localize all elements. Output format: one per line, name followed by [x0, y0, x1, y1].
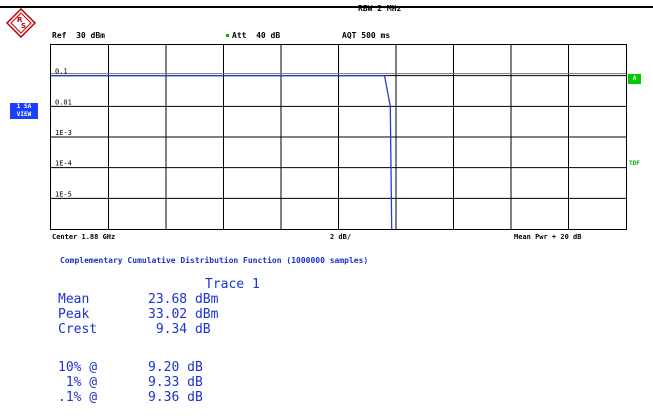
ccdf-title: Complementary Cumulative Distribution Fu…: [60, 256, 369, 265]
stat-value: 9.34 dB: [148, 322, 211, 337]
division-label: 2 dB/: [330, 233, 352, 241]
percent-value: 9.33 dB: [148, 375, 203, 390]
stat-label: Mean: [58, 292, 90, 307]
mean-power-label: Mean Pwr + 20 dB: [514, 233, 582, 241]
stat-value: 33.02 dBm: [148, 307, 219, 322]
y-tick-label: 1E-4: [55, 160, 72, 168]
stat-label: Crest: [58, 322, 98, 337]
stat-label: Peak: [58, 307, 90, 322]
trace-1-line: [51, 75, 393, 230]
stat-value: 23.68 dBm: [148, 292, 219, 307]
y-tick-label: 0.1: [55, 68, 68, 76]
aqt-label: AQT 500 ms: [342, 31, 391, 40]
svg-text:S: S: [21, 22, 26, 30]
y-tick-label: 1E-3: [55, 129, 72, 137]
trace-1-path: [51, 75, 393, 230]
top-border: [0, 6, 653, 8]
trace-a-badge[interactable]: A: [628, 74, 641, 84]
ref-level-label: Ref 30 dBm: [52, 31, 105, 40]
y-tick-label: 0.01: [55, 98, 72, 106]
rohde-schwarz-logo: R S: [6, 8, 36, 38]
att-indicator-dot: [226, 34, 229, 37]
percent-label: 1% @: [58, 375, 98, 390]
percent-value: 9.36 dB: [148, 390, 203, 405]
tdf-label: TDF: [629, 160, 640, 167]
ccdf-graph[interactable]: 0.1 0.01 1E-3 1E-4 1E-5: [50, 44, 627, 230]
rbw-label: RBW 2 MHz: [358, 4, 402, 13]
view-badge-line1: 1 SA: [16, 103, 32, 110]
y-tick-labels: 0.1 0.01 1E-3 1E-4 1E-5: [55, 68, 72, 199]
center-frequency-label: Center 1.88 GHz: [52, 233, 116, 241]
attenuation-label: Att 40 dB: [232, 31, 281, 40]
view-badge[interactable]: 1 SA VIEW: [10, 103, 38, 119]
view-badge-line2: VIEW: [16, 111, 32, 118]
percent-label: 10% @: [58, 360, 98, 375]
y-tick-label: 1E-5: [55, 190, 72, 198]
percent-label: .1% @: [58, 390, 98, 405]
svg-text:R: R: [17, 16, 23, 24]
percent-value: 9.20 dB: [148, 360, 203, 375]
trace-header: Trace 1: [205, 277, 260, 292]
